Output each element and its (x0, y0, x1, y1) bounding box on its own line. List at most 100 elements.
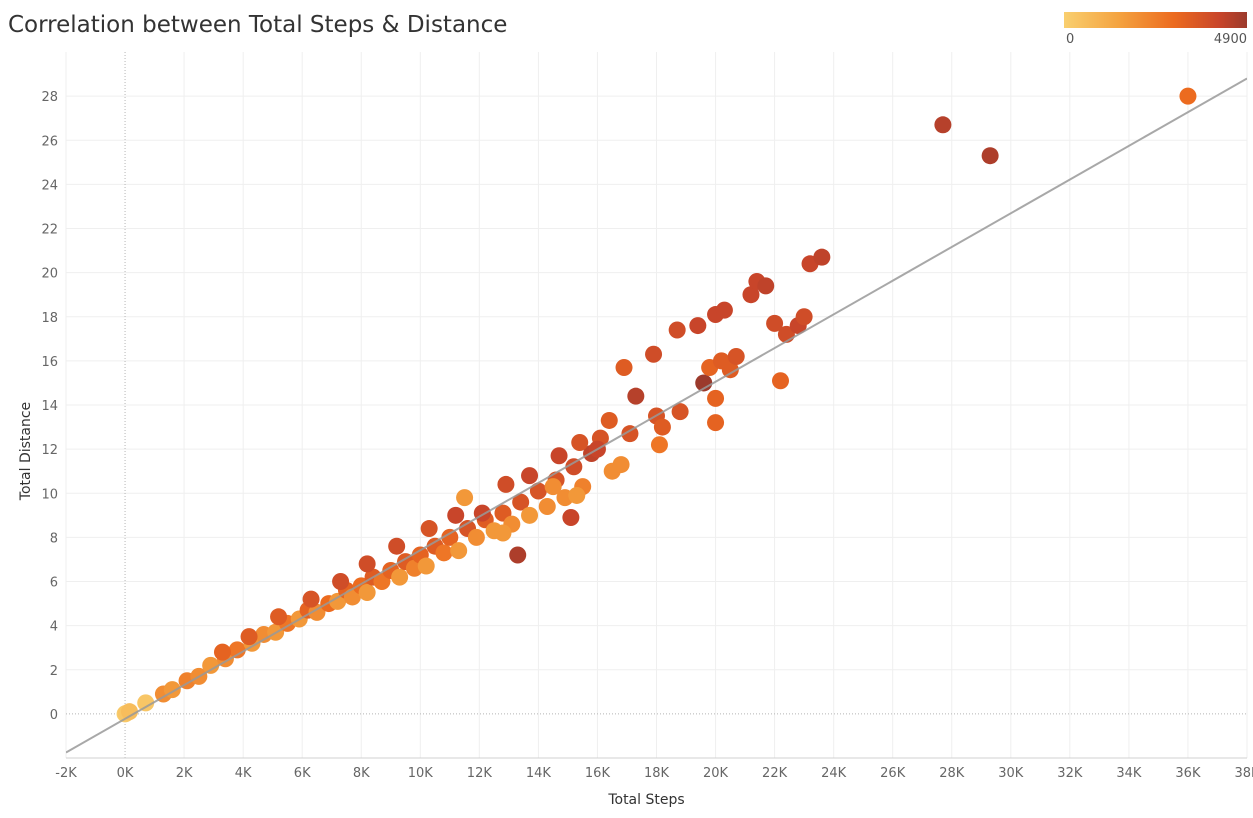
data-point (388, 537, 406, 555)
data-point (240, 628, 258, 646)
data-point (441, 528, 459, 546)
data-point (512, 493, 530, 511)
data-point (981, 147, 999, 165)
data-point (358, 555, 376, 573)
data-point (757, 277, 775, 295)
data-point (270, 608, 288, 626)
y-tick-label: 24 (41, 178, 58, 193)
data-point (742, 286, 760, 304)
data-point (621, 425, 639, 443)
y-tick-label: 6 (50, 576, 58, 591)
y-tick-label: 14 (41, 399, 58, 414)
data-point (447, 506, 465, 524)
x-tick-label: 2K (176, 766, 193, 781)
color-legend-max-label: 4900 (1213, 32, 1247, 47)
data-point (715, 301, 733, 319)
data-point (565, 458, 583, 476)
x-tick-label: 38K (1234, 766, 1253, 781)
y-tick-label: 16 (41, 355, 58, 370)
data-point (707, 414, 725, 432)
y-tick-label: 8 (50, 531, 58, 546)
x-tick-label: 12K (467, 766, 493, 781)
x-tick-label: 36K (1175, 766, 1201, 781)
trend-line (66, 77, 1247, 754)
data-point (435, 544, 453, 562)
data-point (568, 486, 586, 504)
data-point (650, 436, 668, 454)
data-point (521, 506, 539, 524)
data-point (615, 358, 633, 376)
x-tick-label: 0K (117, 766, 134, 781)
x-tick-label: 34K (1116, 766, 1142, 781)
data-point (137, 694, 155, 712)
y-tick-label: 26 (41, 134, 58, 149)
data-point (228, 641, 246, 659)
data-point (450, 542, 468, 560)
x-tick-label: 20K (703, 766, 729, 781)
x-tick-label: 14K (526, 766, 552, 781)
data-point (332, 573, 350, 590)
data-point (456, 489, 474, 507)
x-tick-label: 10K (408, 766, 434, 781)
x-tick-label: 28K (939, 766, 965, 781)
data-point (627, 387, 645, 405)
data-point (671, 403, 689, 421)
data-point (467, 528, 485, 546)
color-legend: 0 4900 (1064, 12, 1247, 47)
color-legend-gradient (1064, 12, 1247, 28)
x-tick-label: 6K (294, 766, 311, 781)
y-tick-label: 4 (50, 620, 58, 635)
y-axis-title: Total Distance (18, 402, 34, 501)
data-point (420, 520, 438, 538)
y-tick-label: 0 (50, 708, 58, 723)
data-point (668, 321, 686, 339)
x-axis-title: Total Steps (607, 792, 684, 808)
data-point (813, 248, 831, 266)
x-tick-label: -2K (55, 766, 77, 781)
data-point (766, 314, 784, 332)
data-point (645, 345, 663, 363)
data-point (934, 116, 952, 134)
data-point (417, 557, 435, 575)
x-tick-label: 18K (644, 766, 670, 781)
data-point (612, 456, 630, 474)
x-tick-label: 8K (353, 766, 370, 781)
data-point (494, 524, 512, 542)
data-point (358, 584, 376, 602)
data-point (653, 418, 671, 436)
chart-title: Correlation between Total Steps & Distan… (8, 12, 508, 38)
x-tick-label: 22K (762, 766, 788, 781)
x-tick-label: 16K (585, 766, 611, 781)
y-tick-label: 18 (41, 311, 58, 326)
data-point (571, 434, 589, 452)
data-point (302, 590, 320, 608)
data-point (308, 603, 326, 621)
x-tick-label: 24K (821, 766, 847, 781)
color-legend-min-label: 0 (1066, 32, 1075, 47)
y-tick-label: 10 (41, 487, 58, 502)
data-point (544, 478, 562, 496)
data-point (213, 643, 231, 661)
data-point (120, 703, 138, 721)
x-tick-label: 26K (880, 766, 906, 781)
data-point (529, 482, 547, 500)
data-point (562, 509, 580, 527)
y-tick-label: 12 (41, 443, 58, 458)
data-point (721, 361, 739, 379)
data-point (550, 447, 568, 465)
data-point (497, 475, 515, 493)
data-point (772, 372, 790, 390)
data-point (707, 389, 725, 407)
y-tick-label: 2 (50, 664, 58, 679)
x-tick-label: 30K (998, 766, 1024, 781)
data-point (1179, 87, 1197, 105)
data-point (795, 308, 813, 326)
y-tick-label: 28 (41, 90, 58, 105)
data-point (202, 656, 220, 674)
x-tick-label: 32K (1057, 766, 1083, 781)
data-point (391, 568, 409, 586)
y-tick-label: 22 (41, 223, 58, 238)
x-tick-label: 4K (235, 766, 252, 781)
data-point (689, 317, 707, 335)
data-point (521, 467, 539, 485)
